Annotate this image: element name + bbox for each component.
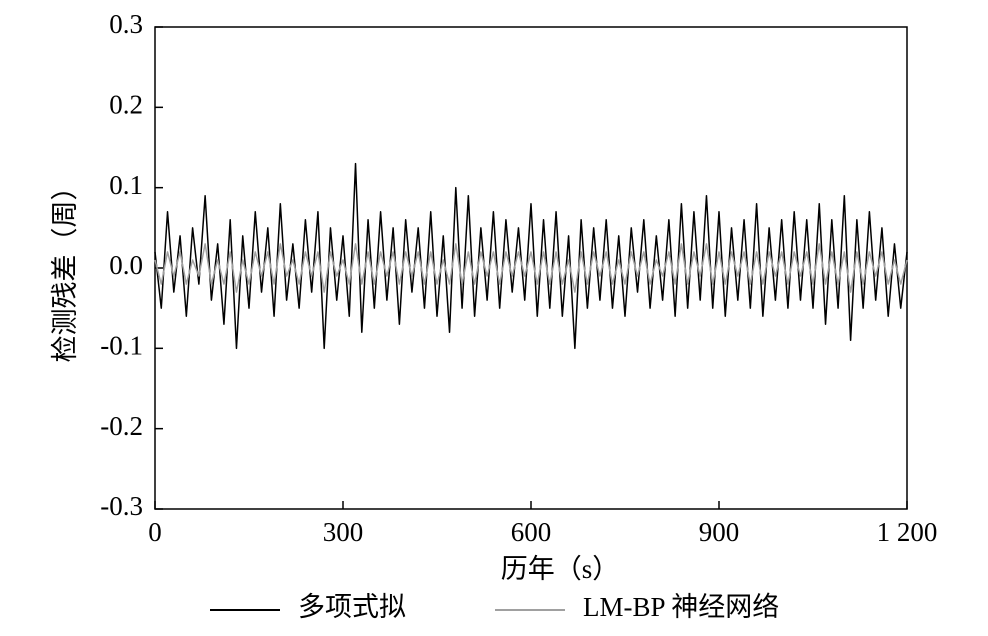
legend-label: LM-BP 神经网络 xyxy=(583,592,779,622)
y-tick-label: 0.3 xyxy=(109,9,143,39)
y-tick-label: 0.1 xyxy=(109,170,143,200)
legend-label: 多项式拟 xyxy=(298,592,406,622)
plot-frame xyxy=(154,26,908,510)
series-line xyxy=(154,162,908,350)
y-tick-label: -0.3 xyxy=(100,491,143,521)
x-tick-label: 1 200 xyxy=(877,517,938,547)
y-tick-label: -0.2 xyxy=(100,411,143,441)
x-tick-label: 0 xyxy=(148,517,162,547)
series-line xyxy=(154,243,908,293)
x-tick-label: 900 xyxy=(699,517,740,547)
x-tick-label: 300 xyxy=(323,517,364,547)
y-tick-label: 0.2 xyxy=(109,90,143,120)
x-tick-label: 600 xyxy=(511,517,552,547)
x-axis-label: 历年（s） xyxy=(501,554,620,584)
y-tick-label: -0.1 xyxy=(100,331,143,361)
y-axis-label: 检测残差（周） xyxy=(50,174,80,363)
y-tick-label: 0.0 xyxy=(109,250,143,280)
